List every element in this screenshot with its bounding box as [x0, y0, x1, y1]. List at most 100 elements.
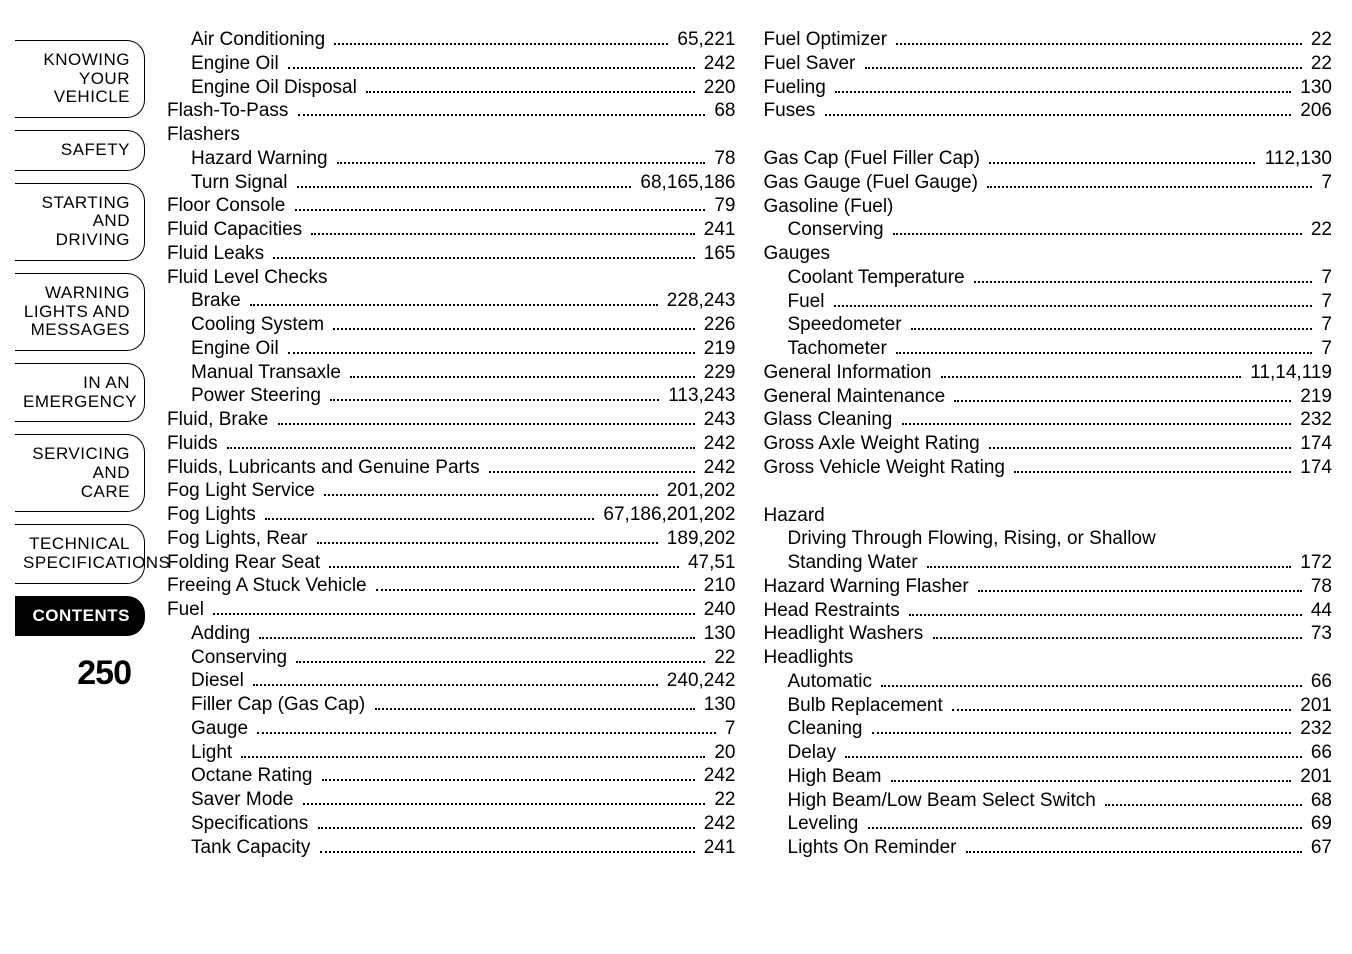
leader-dots — [288, 352, 695, 354]
index-entry-label: Cooling System — [191, 313, 329, 337]
index-entry[interactable]: Head Restraints 44 — [764, 599, 1333, 623]
index-entry[interactable]: General Maintenance 219 — [764, 385, 1333, 409]
index-entry[interactable]: Coolant Temperature 7 — [764, 266, 1333, 290]
index-entry[interactable]: Hazard Warning Flasher 78 — [764, 575, 1333, 599]
index-entry[interactable]: Engine Oil 242 — [167, 52, 736, 76]
index-entry-label: Fluids, Lubricants and Genuine Parts — [167, 456, 485, 480]
index-entry[interactable]: Bulb Replacement 201 — [764, 694, 1333, 718]
index-entry-page: 22 — [1306, 52, 1332, 76]
index-entry-label: Conserving — [191, 646, 292, 670]
sidebar-tab-0[interactable]: KNOWING YOUR VEHICLE — [15, 40, 145, 118]
index-entry-page: 67 — [1306, 836, 1332, 860]
leader-dots — [322, 779, 695, 781]
index-entry[interactable]: Manual Transaxle 229 — [167, 361, 736, 385]
index-entry-page: 112,130 — [1259, 147, 1332, 171]
index-entry[interactable]: Cleaning 232 — [764, 717, 1333, 741]
index-entry[interactable]: Power Steering 113,243 — [167, 384, 736, 408]
index-entry[interactable]: Brake 228,243 — [167, 289, 736, 313]
index-entry-page: 201 — [1295, 694, 1332, 718]
index-entry-label: Brake — [191, 289, 246, 313]
index-entry[interactable]: Diesel 240,242 — [167, 669, 736, 693]
index-entry[interactable]: Gauge 7 — [167, 717, 736, 741]
index-entry[interactable]: Headlight Washers 73 — [764, 622, 1333, 646]
index-entry[interactable]: Speedometer 7 — [764, 313, 1333, 337]
index-entry[interactable]: Engine Oil Disposal 220 — [167, 76, 736, 100]
index-entry[interactable]: High Beam 201 — [764, 765, 1333, 789]
index-entry[interactable]: Fueling 130 — [764, 76, 1333, 100]
index-entry[interactable]: Fuel Saver 22 — [764, 52, 1333, 76]
index-entry[interactable]: Gross Axle Weight Rating 174 — [764, 432, 1333, 456]
index-entry[interactable]: Fluid, Brake 243 — [167, 408, 736, 432]
index-entry[interactable]: Filler Cap (Gas Cap) 130 — [167, 693, 736, 717]
index-entry[interactable]: Automatic 66 — [764, 670, 1333, 694]
index-entry[interactable]: Adding 130 — [167, 622, 736, 646]
leader-dots — [318, 827, 695, 829]
index-entry[interactable]: Delay 66 — [764, 741, 1333, 765]
leader-dots — [891, 780, 1291, 782]
index-entry-page: 7 — [1316, 171, 1332, 195]
index-entry-page: 68 — [1306, 789, 1332, 813]
sidebar-tab-6[interactable]: TECHNICAL SPECIFICATIONS — [15, 524, 145, 583]
sidebar-tab-1[interactable]: SAFETY — [15, 130, 145, 171]
leader-dots — [257, 732, 715, 734]
index-entry[interactable]: Saver Mode 22 — [167, 788, 736, 812]
leader-dots — [375, 708, 695, 710]
index-entry[interactable]: Light 20 — [167, 741, 736, 765]
index-entry-page: 228,243 — [662, 289, 736, 313]
index-entry[interactable]: Leveling 69 — [764, 812, 1333, 836]
leader-dots — [868, 827, 1302, 829]
index-entry[interactable]: Hazard Warning 78 — [167, 147, 736, 171]
index-entry[interactable]: Fuel 240 — [167, 598, 736, 622]
sidebar-tab-4[interactable]: IN AN EMERGENCY — [15, 363, 145, 422]
index-entry-label: Specifications — [191, 812, 314, 836]
sidebar-tab-3[interactable]: WARNING LIGHTS AND MESSAGES — [15, 273, 145, 351]
index-entry[interactable]: Folding Rear Seat 47,51 — [167, 551, 736, 575]
index-entry[interactable]: Tachometer 7 — [764, 337, 1333, 361]
index-entry[interactable]: Lights On Reminder 67 — [764, 836, 1333, 860]
index-entry[interactable]: Fluids 242 — [167, 432, 736, 456]
index-entry[interactable]: Fog Light Service 201,202 — [167, 479, 736, 503]
index-entry[interactable]: High Beam/Low Beam Select Switch 68 — [764, 789, 1333, 813]
index-entry[interactable]: Specifications 242 — [167, 812, 736, 836]
index-entry[interactable]: Fog Lights, Rear 189,202 — [167, 527, 736, 551]
leader-dots — [989, 447, 1291, 449]
index-entry-label: Cleaning — [788, 717, 868, 741]
leader-dots — [989, 162, 1255, 164]
index-entry[interactable]: Tank Capacity 241 — [167, 836, 736, 860]
leader-dots — [320, 851, 695, 853]
index-entry[interactable]: Floor Console 79 — [167, 194, 736, 218]
index-entry-label: General Information — [764, 361, 937, 385]
index-entry[interactable]: Flash-To-Pass 68 — [167, 99, 736, 123]
index-entry[interactable]: Gross Vehicle Weight Rating 174 — [764, 456, 1333, 480]
index-entry[interactable]: General Information 11,14,119 — [764, 361, 1333, 385]
index-entry[interactable]: Fluids, Lubricants and Genuine Parts 242 — [167, 456, 736, 480]
index-entry[interactable]: Gas Gauge (Fuel Gauge) 7 — [764, 171, 1333, 195]
index-entry[interactable]: Fuel Optimizer 22 — [764, 28, 1333, 52]
index-entry-page: 65,221 — [672, 28, 735, 52]
sidebar-tab-7[interactable]: CONTENTS — [15, 596, 145, 637]
index-entry-page: 174 — [1295, 456, 1332, 480]
leader-dots — [330, 399, 659, 401]
index-entry[interactable]: Octane Rating 242 — [167, 764, 736, 788]
index-entry[interactable]: Fuel 7 — [764, 290, 1333, 314]
leader-dots — [250, 304, 658, 306]
leader-dots — [213, 613, 694, 615]
index-entry[interactable]: Fog Lights 67,186,201,202 — [167, 503, 736, 527]
index-entry[interactable]: Glass Cleaning 232 — [764, 408, 1333, 432]
index-entry[interactable]: Fuses 206 — [764, 99, 1333, 123]
index-entry-page: 11,14,119 — [1245, 361, 1332, 385]
index-entry[interactable]: Gas Cap (Fuel Filler Cap) 112,130 — [764, 147, 1333, 171]
index-entry[interactable]: Turn Signal 68,165,186 — [167, 171, 736, 195]
index-entry[interactable]: Fluid Capacities 241 — [167, 218, 736, 242]
index-entry[interactable]: Cooling System 226 — [167, 313, 736, 337]
sidebar-tab-2[interactable]: STARTING AND DRIVING — [15, 183, 145, 261]
index-entry[interactable]: Conserving 22 — [764, 218, 1333, 242]
index-entry[interactable]: Freeing A Stuck Vehicle 210 — [167, 574, 736, 598]
sidebar-tab-5[interactable]: SERVICING AND CARE — [15, 434, 145, 512]
index-entry-page: 22 — [709, 788, 735, 812]
index-entry[interactable]: Air Conditioning 65,221 — [167, 28, 736, 52]
index-entry[interactable]: Conserving 22 — [167, 646, 736, 670]
index-entry[interactable]: Fluid Leaks 165 — [167, 242, 736, 266]
index-entry[interactable]: Standing Water 172 — [764, 551, 1333, 575]
index-entry[interactable]: Engine Oil 219 — [167, 337, 736, 361]
